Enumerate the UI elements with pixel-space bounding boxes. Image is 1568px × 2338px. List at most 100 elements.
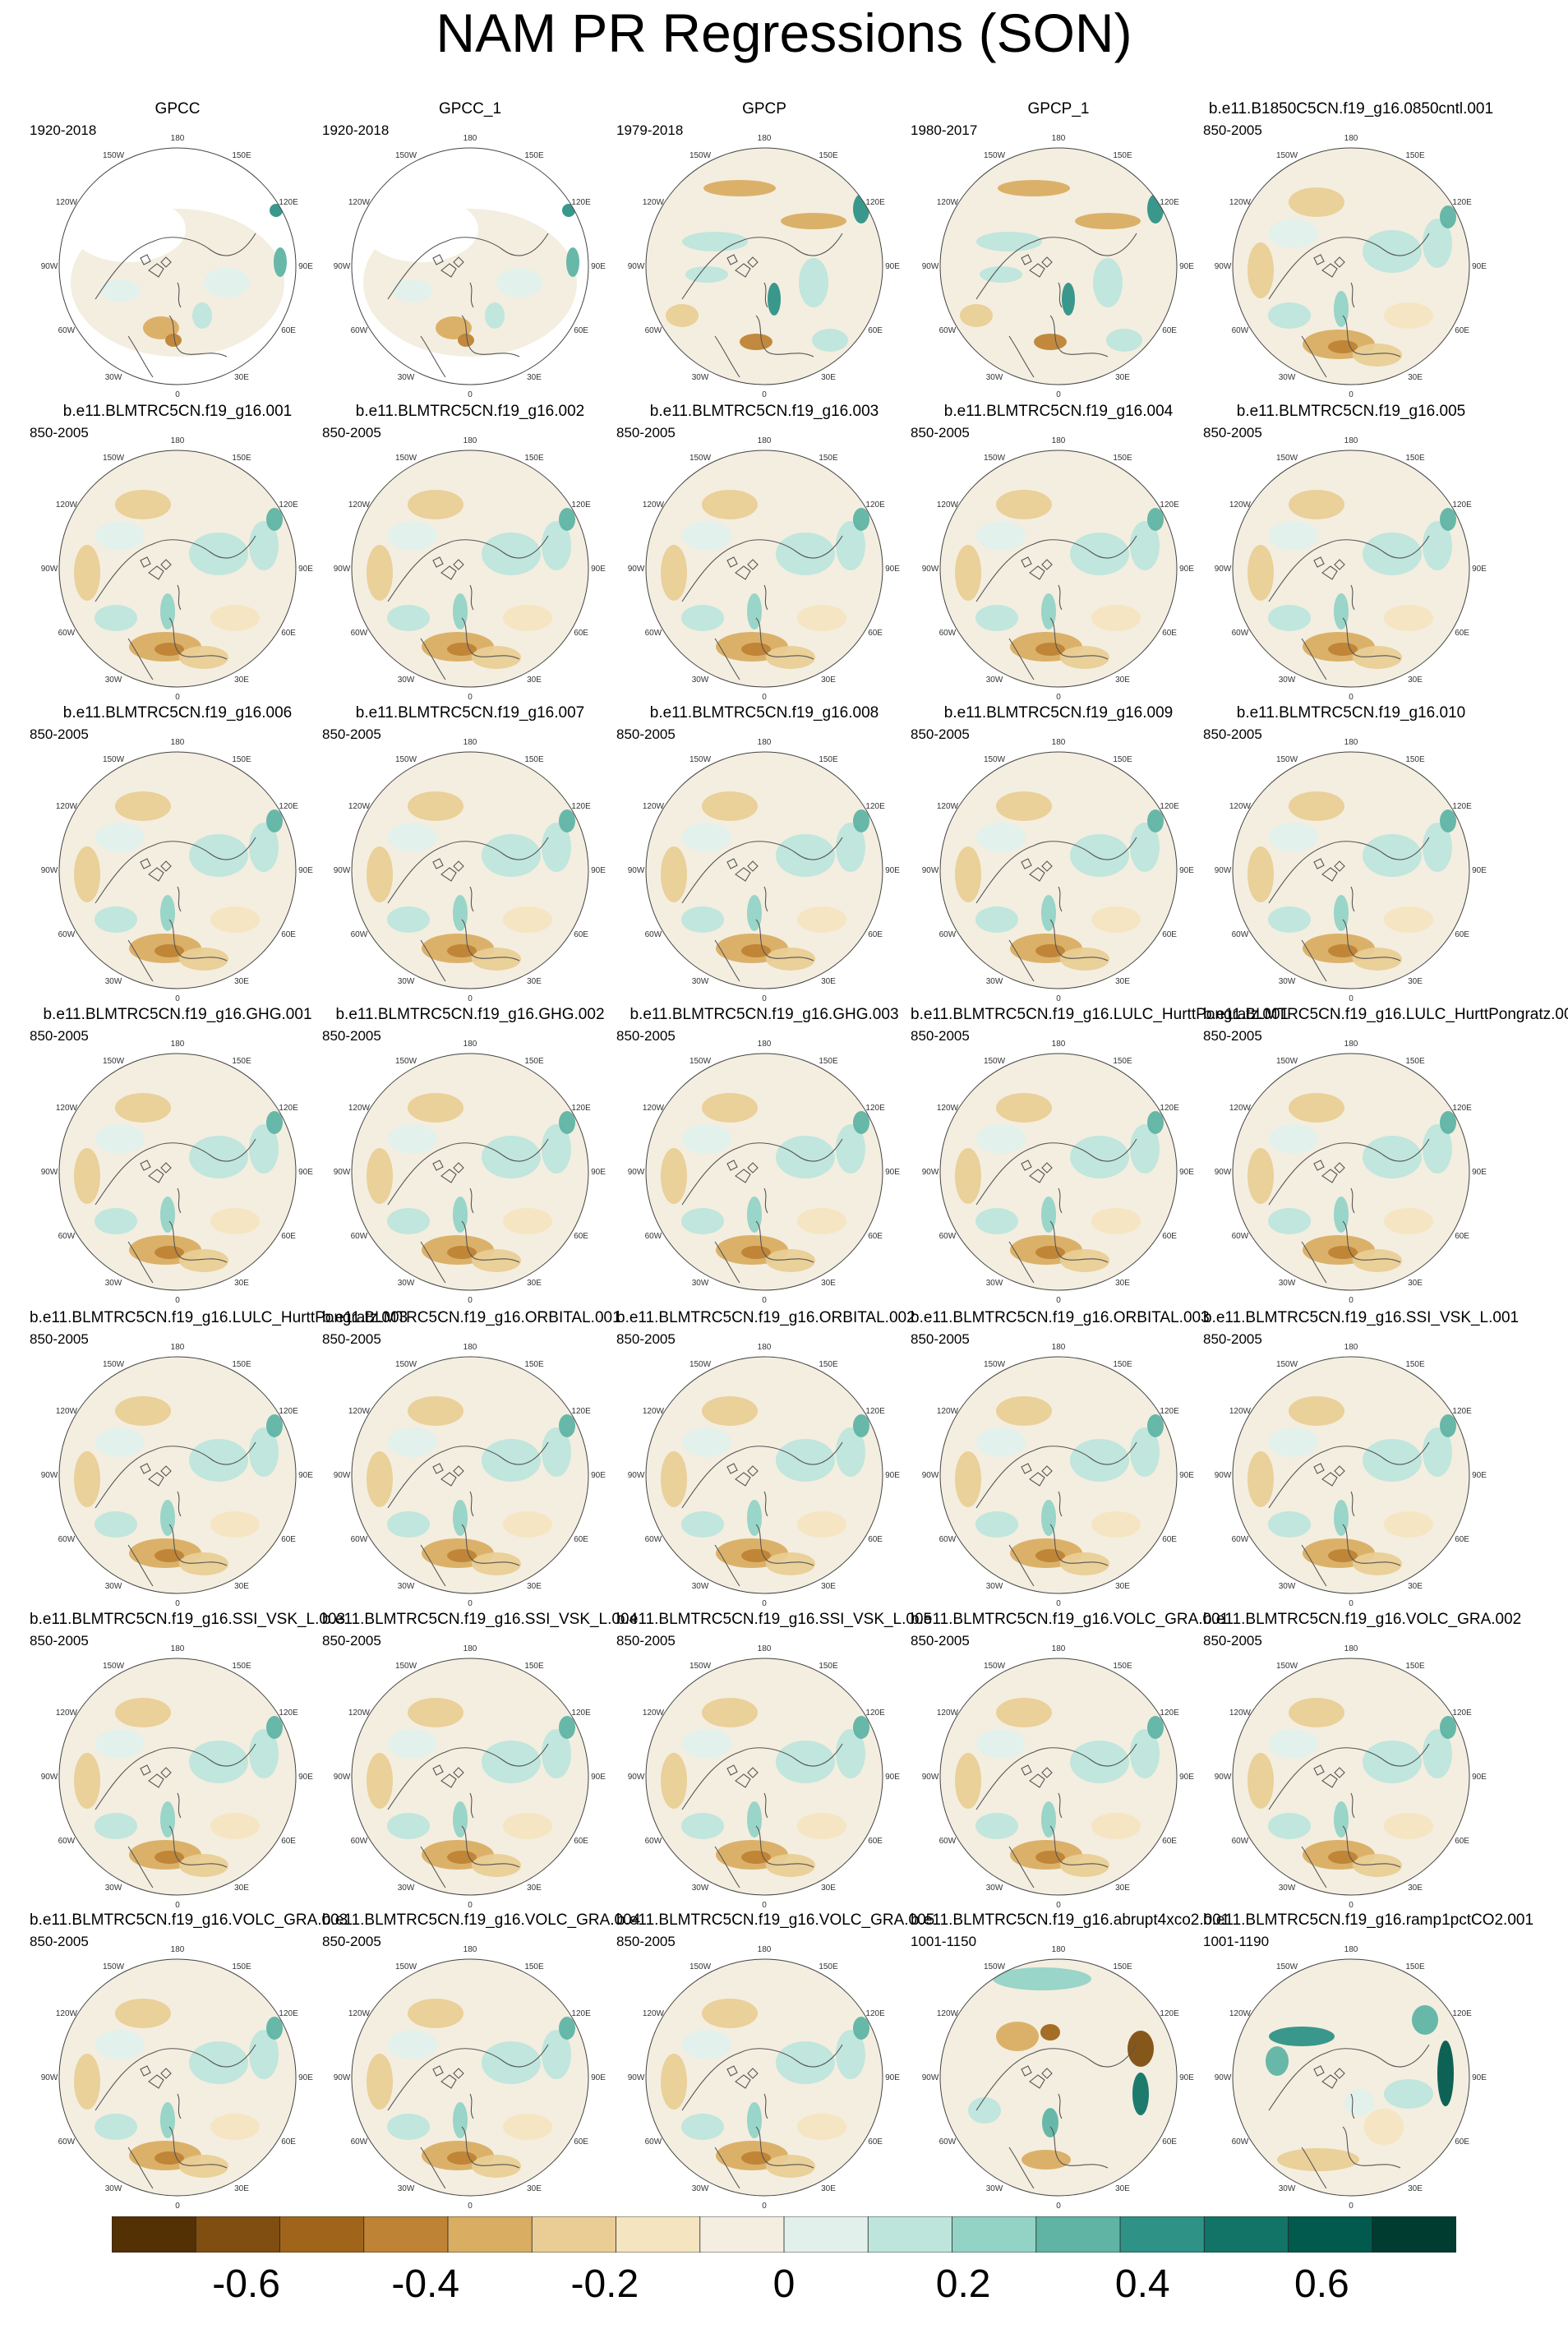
longitude-label: 30E (234, 1884, 249, 1893)
anomaly-region (95, 1208, 137, 1234)
longitude-label: 60W (58, 1535, 76, 1544)
longitude-label: 0 (175, 2202, 180, 2211)
longitude-label: 90E (1179, 565, 1194, 574)
longitude-label: 90E (591, 1168, 606, 1177)
panel-title: b.e11.BLMTRC5CN.f19_g16.GHG.002 (335, 1006, 605, 1023)
anomaly-region (955, 846, 981, 902)
colorbar-swatch (1203, 2216, 1289, 2253)
anomaly-region (472, 646, 521, 669)
panel-title: b.e11.BLMTRC5CN.f19_g16.VOLC_GRA.002 (1203, 1611, 1522, 1628)
anomaly-region (503, 1208, 552, 1234)
longitude-label: 120E (865, 1104, 885, 1113)
anomaly-region (1289, 187, 1344, 217)
anomaly-region (1423, 521, 1452, 570)
panel-period: 850-2005 (30, 726, 89, 742)
longitude-label: 60W (1232, 629, 1249, 638)
anomaly-region (702, 1698, 758, 1727)
anomaly-region (666, 304, 699, 327)
anomaly-region (955, 545, 981, 601)
longitude-label: 120E (1160, 2009, 1179, 2018)
anomaly-region (1384, 1511, 1433, 1538)
anomaly-region (1147, 1414, 1164, 1437)
polar-map: 180 150E 120E 90E 60E 30E 0 30W 60W 90W 120W 150W (628, 1945, 901, 2211)
longitude-label: 150E (819, 454, 838, 463)
anomaly-region (74, 2054, 100, 2110)
longitude-label: 90W (41, 565, 58, 574)
panel-period: 850-2005 (616, 1934, 676, 1949)
map-boundary (1232, 1958, 1470, 2197)
colorbar-tick-labels: -0.6 -0.4 -0.2 0 0.2 0.4 0.6 (0, 2262, 1568, 2319)
longitude-label: 90E (298, 1471, 313, 1480)
map-boundary (645, 751, 883, 989)
anomaly-region (274, 247, 287, 277)
anomaly-region (1363, 230, 1422, 273)
longitude-label: 60E (1162, 1535, 1177, 1544)
anomaly-region (702, 490, 758, 519)
map-panel: 180 150E 120E 90E 60E 30E 0 30W 60W 90W 120W 150W b.… (322, 403, 618, 702)
anomaly-region (1277, 2148, 1359, 2171)
anomaly-region (1269, 2027, 1335, 2046)
longitude-label: 0 (468, 994, 473, 1003)
coastline (681, 837, 843, 982)
longitude-label: 180 (1344, 436, 1358, 445)
longitude-label: 120E (571, 2009, 591, 2018)
anomaly-region (797, 605, 846, 631)
anomaly-region (741, 944, 771, 957)
missing-data (71, 196, 186, 262)
anomaly-region (1353, 646, 1402, 669)
anomaly-region (482, 1439, 541, 1482)
anomaly-region (482, 1741, 541, 1783)
longitude-label: 90E (885, 1168, 900, 1177)
panel-title: b.e11.BLMTRC5CN.f19_g16.GHG.003 (630, 1006, 899, 1023)
polar-map: 180 150E 120E 90E 60E 30E 0 30W 60W 90W 120W 150W (628, 1343, 901, 1608)
anomaly-region (975, 1208, 1018, 1234)
longitude-label: 60W (645, 930, 662, 939)
anomaly-region (681, 1208, 724, 1234)
anomaly-region (388, 521, 437, 551)
longitude-label: 90W (628, 1773, 645, 1782)
anomaly-region (485, 302, 505, 329)
longitude-label: 150W (103, 454, 125, 463)
polar-map: 180 150E 120E 90E 60E 30E 0 30W 60W 90W 120W 150W (1215, 134, 1487, 399)
longitude-label: 150E (232, 1662, 251, 1671)
map-boundary (1232, 751, 1470, 989)
longitude-label: 90W (922, 2073, 939, 2082)
anomaly-region (682, 1124, 731, 1154)
anomaly-region (1247, 545, 1274, 601)
longitude-label: 60E (1455, 629, 1469, 638)
longitude-label: 0 (1056, 994, 1061, 1003)
longitude-label: 90W (334, 1168, 351, 1177)
longitude-label: 30E (234, 977, 249, 986)
anomaly-region (702, 791, 758, 821)
anomaly-region (189, 2041, 248, 2084)
longitude-label: 60E (1162, 326, 1177, 335)
longitude-label: 60E (1455, 326, 1469, 335)
anomaly-region (853, 1414, 869, 1437)
anomaly-region (1423, 1124, 1452, 1174)
longitude-label: 60W (645, 1837, 662, 1846)
anomaly-region (1423, 1729, 1452, 1778)
longitude-label: 30E (234, 2184, 249, 2193)
longitude-label: 90E (1179, 1168, 1194, 1177)
longitude-label: 120E (279, 2009, 298, 2018)
anomaly-region (192, 302, 212, 329)
anomaly-region (976, 232, 1042, 251)
anomaly-region (980, 266, 1022, 283)
longitude-label: 180 (1344, 1040, 1358, 1049)
anomaly-region (559, 2017, 575, 2040)
panel-title: b.e11.BLMTRC5CN.f19_g16.001 (62, 403, 293, 420)
longitude-label: 180 (758, 1644, 772, 1653)
longitude-label: 90W (41, 262, 58, 271)
panel-title: b.e11.BLMTRC5CN.f19_g16.VOLC_GRA.004 (322, 1911, 641, 1929)
polar-map: 180 150E 120E 90E 60E 30E 0 30W 60W 90W 120W 150W (922, 1945, 1195, 2211)
coastline (1268, 233, 1430, 378)
anomaly-region (1075, 213, 1141, 229)
anomaly-region (766, 1854, 815, 1877)
map-boundary (645, 147, 883, 385)
polar-map: 180 150E 120E 90E 60E 30E 0 30W 60W 90W 120W 150W (628, 1644, 901, 1910)
longitude-label: 0 (1056, 390, 1061, 399)
longitude-label: 60E (868, 1232, 883, 1241)
map-panel: 180 150E 120E 90E 60E 30E 0 30W 60W 90W 120W 150W b.… (616, 704, 912, 1003)
longitude-label: 120E (1160, 500, 1179, 510)
longitude-label: 180 (1344, 1343, 1358, 1352)
